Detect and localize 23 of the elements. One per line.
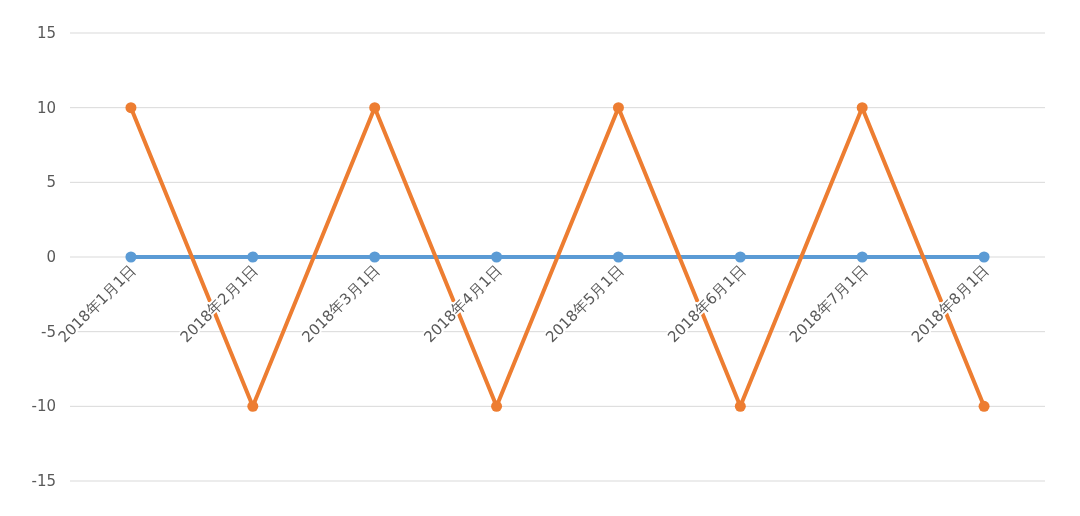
y-tick-label: 0 bbox=[46, 248, 56, 266]
point bbox=[978, 251, 990, 263]
y-tick-label: 5 bbox=[46, 173, 56, 192]
point bbox=[856, 102, 868, 114]
point bbox=[369, 251, 381, 263]
y-tick-label: 10 bbox=[36, 98, 56, 117]
y-tick-label: -15 bbox=[31, 472, 56, 490]
point bbox=[125, 102, 137, 114]
point bbox=[612, 102, 624, 114]
point bbox=[491, 251, 503, 263]
y-tick-label: -5 bbox=[41, 322, 56, 341]
y-tick-label: 15 bbox=[36, 24, 56, 42]
point bbox=[125, 251, 137, 263]
point bbox=[247, 400, 259, 412]
point bbox=[978, 400, 990, 412]
point bbox=[734, 251, 746, 263]
y-tick-label: -10 bbox=[31, 397, 56, 416]
point bbox=[491, 400, 503, 412]
point bbox=[369, 102, 381, 114]
point bbox=[612, 251, 624, 263]
point bbox=[734, 400, 746, 412]
point bbox=[247, 251, 259, 263]
point bbox=[856, 251, 868, 263]
